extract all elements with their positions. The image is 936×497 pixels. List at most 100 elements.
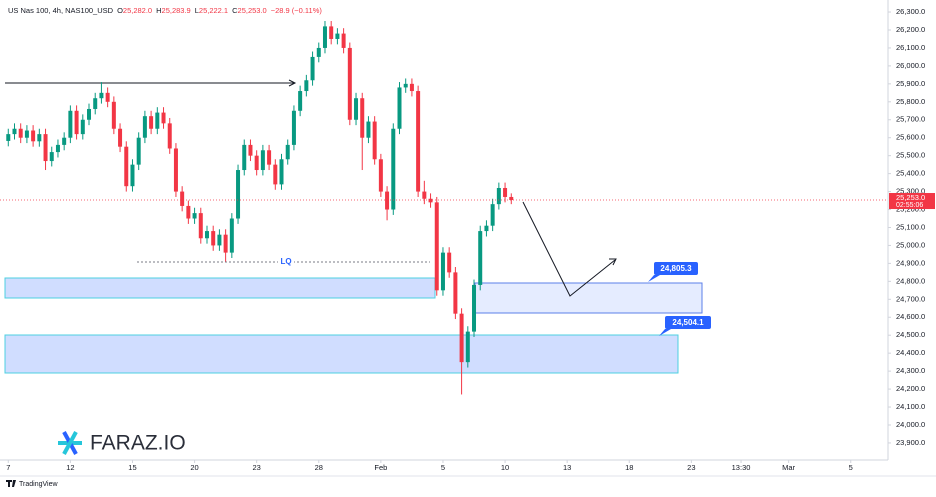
candle-body xyxy=(186,205,191,219)
candle-body xyxy=(223,234,228,253)
logo-text: FARAZ.IO xyxy=(90,432,186,455)
candle-body xyxy=(198,213,203,239)
candle-body xyxy=(55,144,60,153)
candle-body xyxy=(87,108,92,120)
candle-body xyxy=(509,196,514,201)
logo-icon xyxy=(62,431,78,455)
candle-body xyxy=(329,26,334,39)
candle-body xyxy=(124,146,129,187)
candle-body xyxy=(354,98,359,120)
candle-body xyxy=(155,112,160,129)
candle-body xyxy=(472,284,477,332)
y-tick-label: 25,200.0 xyxy=(896,205,925,214)
candle-body xyxy=(335,33,340,39)
y-tick-label: 24,500.0 xyxy=(896,330,925,339)
candle-body xyxy=(62,137,67,145)
candle-body xyxy=(248,144,253,156)
candle-body xyxy=(416,91,421,192)
candle-body xyxy=(242,144,247,171)
candle-body xyxy=(267,150,272,165)
candle-body xyxy=(105,92,110,102)
candle-body xyxy=(484,225,489,232)
y-tick-label: 25,900.0 xyxy=(896,79,925,88)
demand-zone xyxy=(4,277,436,299)
candle-body xyxy=(372,121,377,160)
candle-body xyxy=(236,170,241,219)
x-tick-label: 18 xyxy=(625,463,633,472)
y-tick-label: 25,600.0 xyxy=(896,133,925,142)
footer: TradingView xyxy=(19,481,58,488)
candle-body xyxy=(180,191,185,206)
x-tick-label: 7 xyxy=(6,463,10,472)
candle-body xyxy=(322,26,327,48)
candle-body xyxy=(378,159,383,192)
candle-body xyxy=(24,130,29,138)
y-tick-label: 25,000.0 xyxy=(896,240,925,249)
candle-body xyxy=(447,252,452,273)
lq-label: LQ xyxy=(280,257,291,266)
candle-body xyxy=(503,187,508,197)
candle-body xyxy=(80,119,85,135)
y-tick-label: 25,500.0 xyxy=(896,151,925,160)
x-tick-label: 13:30 xyxy=(732,463,751,472)
y-tick-label: 23,900.0 xyxy=(896,438,925,447)
candle-body xyxy=(211,231,216,246)
x-tick-label: 5 xyxy=(849,463,853,472)
candle-body xyxy=(316,47,321,57)
y-tick-label: 26,200.0 xyxy=(896,25,925,34)
candle-body xyxy=(310,56,315,81)
candle-body xyxy=(366,121,371,138)
candle-body xyxy=(167,123,172,149)
candle-body xyxy=(440,252,445,291)
last-price-label: 25,253.0 xyxy=(896,193,925,202)
candle-body xyxy=(204,231,209,239)
candle-body xyxy=(422,191,427,199)
candle-body xyxy=(273,164,278,185)
y-tick-label: 26,100.0 xyxy=(896,43,925,52)
ohlc-value: 25,253.0 xyxy=(238,6,267,15)
y-tick-label: 24,300.0 xyxy=(896,366,925,375)
candle-body xyxy=(217,234,222,246)
ohlc-value: 25,283.9 xyxy=(162,6,191,15)
candle-body xyxy=(391,128,396,210)
candle-body xyxy=(285,144,290,160)
candle-body xyxy=(409,83,414,92)
logo xyxy=(58,431,82,455)
y-tick-label: 24,200.0 xyxy=(896,384,925,393)
y-tick-label: 24,000.0 xyxy=(896,420,925,429)
candle-body xyxy=(136,137,141,165)
price-label: 24,805.3 xyxy=(660,264,692,273)
target-zone xyxy=(474,282,703,314)
candle-body xyxy=(68,110,73,138)
price-label-bg xyxy=(654,262,698,275)
y-tick-label: 24,400.0 xyxy=(896,348,925,357)
y-tick-label: 24,600.0 xyxy=(896,312,925,321)
candle-body xyxy=(304,80,309,92)
ohlc-key: L xyxy=(195,6,199,15)
price-label: 24,504.1 xyxy=(672,318,704,327)
x-tick-label: 10 xyxy=(501,463,509,472)
arrow-head xyxy=(288,79,297,87)
candle-body xyxy=(149,116,154,129)
ohlc-key: C xyxy=(232,6,238,15)
y-tick-label: 24,900.0 xyxy=(896,258,925,267)
ohlc-value: 25,222.1 xyxy=(199,6,228,15)
ohlc-value: 25,282.0 xyxy=(123,6,152,15)
candle-body xyxy=(260,150,265,171)
countdown: 02:55:06 xyxy=(896,202,923,209)
candle-body xyxy=(93,98,98,109)
y-tick-label: 25,100.0 xyxy=(896,222,925,231)
last-price-bg xyxy=(889,193,935,210)
y-tick-label: 25,800.0 xyxy=(896,97,925,106)
candle-body xyxy=(403,83,408,88)
candle-body xyxy=(397,87,402,129)
y-tick-label: 25,700.0 xyxy=(896,115,925,124)
change: −28.9 (−0.11%) xyxy=(271,6,323,15)
x-tick-label: 13 xyxy=(563,463,571,472)
demand-zone xyxy=(4,334,679,374)
candle-body xyxy=(298,91,303,111)
x-tick-label: 15 xyxy=(128,463,136,472)
ohlc-key: H xyxy=(156,6,161,15)
